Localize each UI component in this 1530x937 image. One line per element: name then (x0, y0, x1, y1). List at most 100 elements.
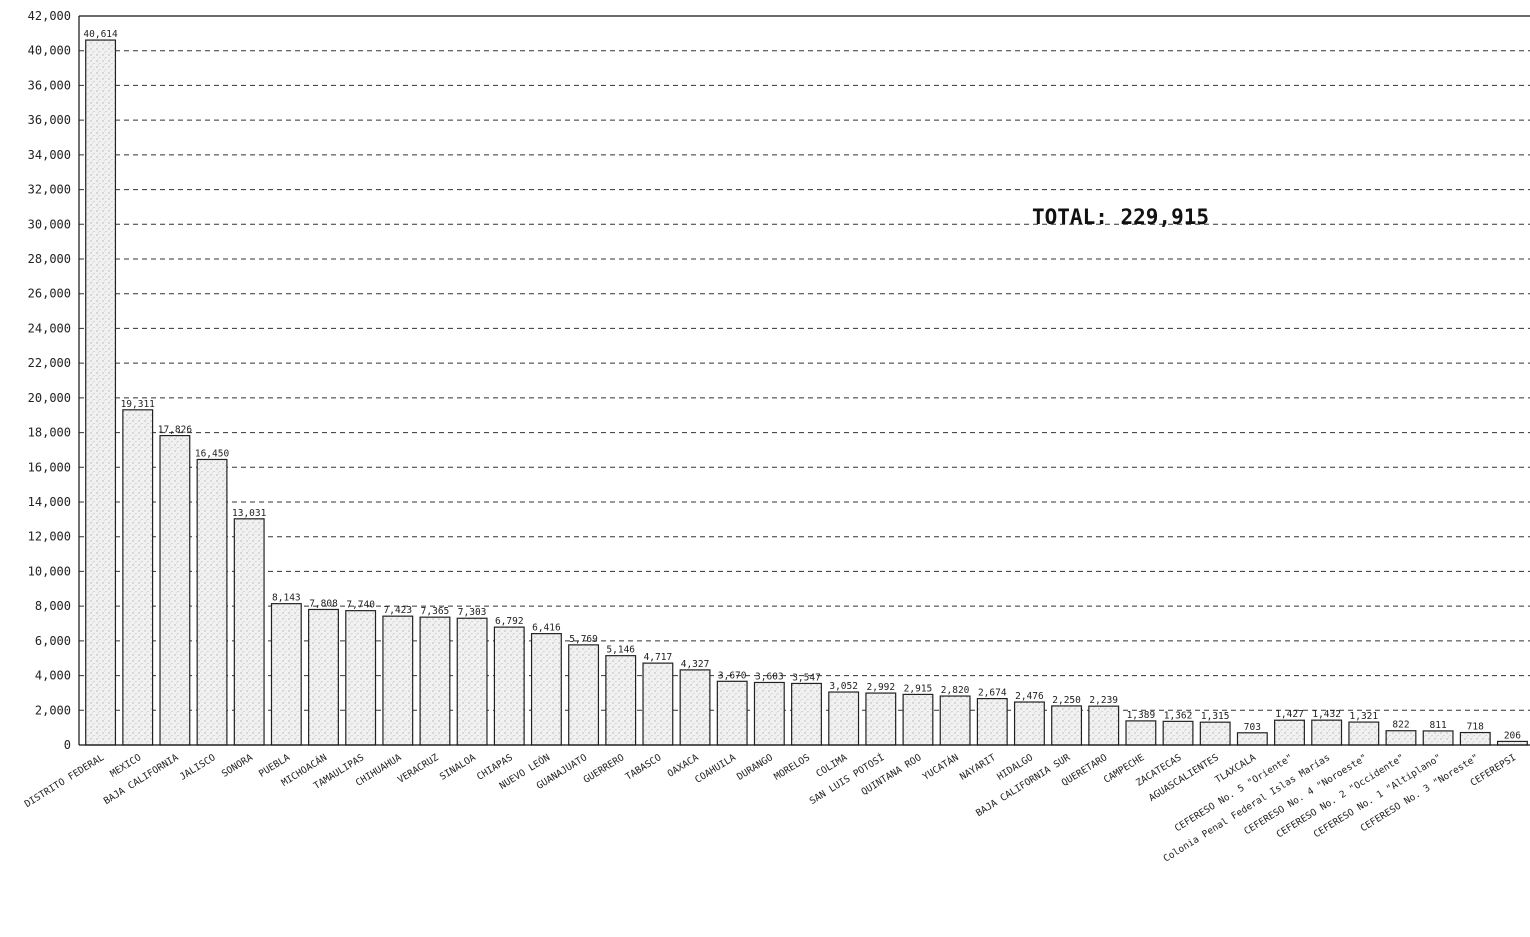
bar-value-label: 7,423 (384, 605, 413, 616)
bar (902, 693, 934, 746)
bar-value-label: 5,146 (606, 645, 635, 656)
gridlines (79, 50, 1530, 711)
bar (1459, 731, 1491, 746)
y-tick-label: 12,000 (28, 530, 71, 544)
y-tick-label: 8,000 (35, 599, 71, 613)
bar (1385, 730, 1417, 746)
bar (308, 608, 339, 746)
y-tick-label: 32,000 (28, 183, 71, 197)
category-label: JALISCO (178, 752, 218, 783)
bar (456, 617, 488, 746)
bar-value-label: 3,603 (755, 671, 784, 682)
bar (382, 615, 414, 746)
category-label: DISTRITO FEDERAL (23, 752, 107, 810)
bar-value-label: 17,826 (158, 425, 193, 436)
bar-value-label: 7,808 (309, 598, 338, 609)
bar (976, 697, 1008, 746)
y-tick-label: 10,000 (28, 564, 71, 578)
bar (679, 669, 711, 746)
bar (493, 626, 525, 746)
bar (196, 458, 228, 746)
y-tick-label: 36,000 (28, 113, 71, 127)
bar-value-label: 2,992 (867, 682, 896, 693)
y-tick-label: 42,000 (28, 9, 71, 23)
bar (865, 692, 897, 746)
y-tick-label: 34,000 (28, 148, 71, 162)
bar-value-label: 3,052 (829, 681, 858, 692)
bar-value-label: 7,740 (346, 600, 375, 611)
y-tick-label: 22,000 (28, 356, 71, 370)
bar-value-label: 703 (1244, 722, 1261, 733)
bar-value-label: 19,311 (121, 399, 156, 410)
bar-value-label: 7,365 (421, 606, 450, 617)
y-tick-label: 24,000 (28, 321, 71, 335)
bar (1162, 720, 1194, 746)
bar (1236, 732, 1268, 746)
y-tick-label: 6,000 (35, 634, 71, 648)
category-label: GUERRERO (582, 752, 627, 786)
bar-value-label: 718 (1467, 722, 1484, 733)
bar (1013, 701, 1045, 746)
category-label: SINALOA (438, 752, 478, 783)
bar-value-label: 8,143 (272, 593, 301, 604)
bar-value-label: 1,389 (1127, 710, 1156, 721)
bar-value-label: 1,432 (1312, 709, 1341, 720)
bar-value-label: 5,769 (569, 634, 598, 645)
y-tick-label: 28,000 (28, 252, 71, 266)
bar (791, 682, 822, 746)
bar (345, 610, 377, 746)
bar (642, 662, 674, 746)
bar-value-label: 1,362 (1164, 710, 1193, 721)
bar-value-label: 2,915 (904, 683, 933, 694)
y-tick-label: 18,000 (28, 426, 71, 440)
bar-value-label: 1,321 (1350, 711, 1379, 722)
bar-value-label: 13,031 (232, 508, 267, 519)
bar (270, 603, 302, 746)
bar-value-label: 2,239 (1089, 695, 1118, 706)
y-tick-label: 2,000 (35, 703, 71, 717)
category-label: MORELOS (772, 752, 812, 783)
bar-value-label: 3,670 (718, 670, 747, 681)
bar-value-label: 40,614 (83, 29, 118, 40)
bar (159, 434, 191, 746)
category-label: COAHUILA (693, 752, 738, 786)
bar-value-label: 206 (1504, 730, 1521, 741)
bar (716, 680, 748, 746)
category-label: DURANGO (735, 752, 775, 783)
category-label: AGUASCALIENTES (1147, 752, 1221, 804)
y-tick-label: 20,000 (28, 391, 71, 405)
bar (1311, 719, 1343, 746)
y-tick-label: 40,000 (28, 44, 71, 58)
y-tick-label: 36,000 (28, 78, 71, 92)
bar (568, 644, 600, 746)
bar-value-label: 6,792 (495, 616, 524, 627)
bar-value-label: 1,315 (1201, 711, 1230, 722)
bars (85, 39, 1528, 746)
bar-value-label: 16,450 (195, 448, 230, 459)
bar (1348, 721, 1380, 746)
bar (939, 695, 971, 746)
bar-value-label: 4,327 (681, 659, 710, 670)
bar (1051, 705, 1083, 746)
y-axis-tick-labels: 0 2,000 4,000 6,000 8,000 10,000 12,000 14,000 1… (28, 9, 71, 752)
category-label: TABASCO (624, 752, 664, 783)
bar-value-label: 822 (1392, 720, 1409, 731)
bar-value-label: 2,820 (941, 685, 970, 696)
bar (419, 616, 451, 746)
bar (233, 518, 265, 746)
bar-value-label: 2,674 (978, 688, 1007, 699)
bar (753, 681, 785, 746)
y-tick-label: 14,000 (28, 495, 71, 509)
bar-value-label: 3,547 (792, 672, 821, 683)
y-tick-label: 4,000 (35, 669, 71, 683)
bar-value-label: 7,303 (458, 607, 487, 618)
bar-value-label: 2,250 (1052, 695, 1081, 706)
bar (1199, 721, 1231, 746)
bar (1274, 719, 1305, 746)
bar (1125, 720, 1157, 746)
category-label: YUCATÁN (920, 751, 961, 783)
bar (828, 691, 860, 746)
bar (1088, 705, 1120, 746)
category-label: SONORA (220, 752, 255, 780)
